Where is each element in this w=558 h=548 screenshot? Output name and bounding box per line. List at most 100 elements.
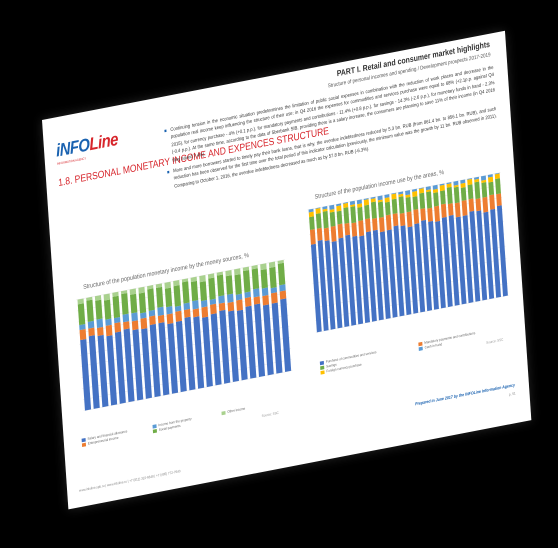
bar-segment xyxy=(155,286,164,308)
bar-segment xyxy=(441,216,453,308)
bar-segment xyxy=(175,320,187,393)
bar-segment xyxy=(103,299,112,320)
bar-segment xyxy=(391,193,397,200)
bar-segment xyxy=(407,226,419,314)
bar-segment xyxy=(308,208,314,213)
bar-segment xyxy=(88,327,95,337)
bar-segment xyxy=(352,235,364,325)
bar-segment xyxy=(173,280,180,287)
left-chart-source: Source: SSC xyxy=(261,410,279,419)
bar-segment xyxy=(343,202,348,204)
bar-segment xyxy=(225,275,234,295)
bar-segment xyxy=(262,304,274,376)
bar-segment xyxy=(427,207,433,222)
bar-segment xyxy=(432,188,439,194)
bar-segment xyxy=(494,173,500,180)
bar-segment xyxy=(157,306,164,316)
bar-segment xyxy=(469,210,481,302)
bar-segment xyxy=(141,328,152,399)
bar-segment xyxy=(254,303,266,378)
bar-segment xyxy=(405,194,411,198)
bar-segment xyxy=(495,178,501,195)
bar-segment xyxy=(218,295,225,304)
bar-segment xyxy=(343,207,350,224)
bar-segment xyxy=(309,229,316,245)
bar-segment xyxy=(329,204,335,210)
bar-segment xyxy=(455,216,467,305)
bar-segment xyxy=(412,190,418,198)
bar-segment xyxy=(271,302,283,374)
bar-segment xyxy=(225,269,232,277)
bar-segment xyxy=(487,174,493,178)
bar-segment xyxy=(236,309,248,381)
bar-segment xyxy=(182,281,190,304)
bar-segment xyxy=(439,183,445,186)
bar-segment xyxy=(496,193,502,207)
bar-segment xyxy=(226,293,234,303)
bar-segment xyxy=(210,313,222,386)
bar-segment xyxy=(94,295,102,301)
bar-segment xyxy=(365,231,377,322)
gridline xyxy=(77,281,287,323)
bar-segment xyxy=(365,218,371,233)
bar-segment xyxy=(121,293,129,315)
bar-segment xyxy=(96,318,104,329)
bar-segment xyxy=(173,285,181,307)
bar-segment xyxy=(474,181,481,200)
bar-segment xyxy=(155,283,163,289)
bar-segment xyxy=(474,176,480,180)
bar-segment xyxy=(105,324,113,337)
bar-segment xyxy=(235,293,243,301)
bar-segment xyxy=(343,202,349,209)
bar-segment xyxy=(357,203,363,208)
bar-segment xyxy=(253,296,261,305)
right-chart-source: Source: SSC xyxy=(486,337,504,346)
bar-segment xyxy=(251,264,258,270)
gridline xyxy=(83,370,293,412)
bar-segment xyxy=(480,175,487,181)
bar-segment xyxy=(446,182,452,185)
bar-segment xyxy=(149,315,156,326)
bar-segment xyxy=(359,235,370,324)
bar-segment xyxy=(316,227,323,241)
footer-contacts: www.infoline.spb.ru | www.infoline.ru | … xyxy=(78,468,181,493)
bar-segment xyxy=(370,201,377,219)
bar-segment xyxy=(97,334,109,408)
bar-segment xyxy=(324,240,336,330)
bar-segment xyxy=(391,198,398,215)
bar-segment xyxy=(426,189,431,193)
bar-segment xyxy=(418,188,425,194)
bar-segment xyxy=(201,306,209,318)
bar-segment xyxy=(460,187,467,201)
gridline xyxy=(81,337,291,378)
bar-segment xyxy=(322,206,328,210)
bar-segment xyxy=(323,227,330,242)
bar-segment xyxy=(199,281,208,302)
bar-segment xyxy=(228,310,239,383)
bar-segment xyxy=(120,290,128,295)
bar-segment xyxy=(337,223,344,239)
bar-segment xyxy=(467,184,474,200)
bar-segment xyxy=(315,207,321,209)
bar-segment xyxy=(379,231,391,320)
bar-segment xyxy=(412,196,419,210)
bar-segment xyxy=(460,179,466,184)
bar-segment xyxy=(181,278,189,283)
bar-segment xyxy=(244,291,251,299)
bar-segment xyxy=(322,208,328,212)
bar-segment xyxy=(453,184,459,188)
bar-segment xyxy=(364,204,370,220)
gridline xyxy=(78,292,288,334)
bar-segment xyxy=(166,306,173,315)
page-number: p. 51 xyxy=(508,390,516,397)
bar-segment xyxy=(227,301,235,312)
gridline xyxy=(80,325,290,367)
infoline-logo: iNFOLine xyxy=(55,129,119,162)
bar-segment xyxy=(345,234,357,326)
bar-segment xyxy=(356,199,362,205)
bar-segment xyxy=(330,225,337,242)
bar-segment xyxy=(400,225,412,316)
bar-segment xyxy=(434,205,440,222)
bar-segment xyxy=(454,202,461,218)
bar-segment xyxy=(440,203,447,218)
